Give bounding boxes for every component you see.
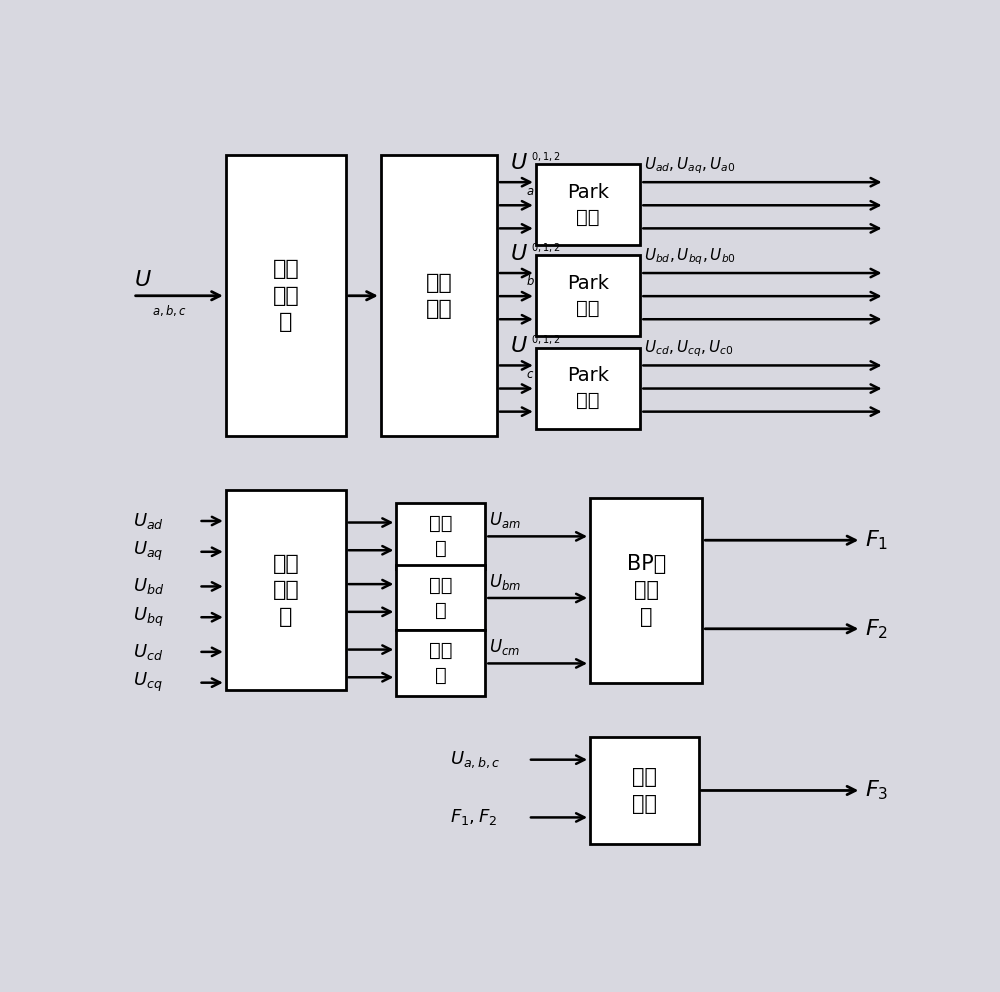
Text: Park
变换: Park 变换 [567, 183, 609, 227]
Bar [396, 503, 485, 568]
Text: BP神
经网
络: BP神 经网 络 [627, 554, 666, 627]
Text: $U_{a,b,c}$: $U_{a,b,c}$ [450, 749, 501, 770]
Text: $U_{cm}$: $U_{cm}$ [489, 637, 520, 658]
Bar [226, 155, 346, 436]
Text: $U_{cq}$: $U_{cq}$ [133, 671, 162, 694]
Text: 逻辑
判断: 逻辑 判断 [632, 767, 657, 813]
Bar [590, 498, 702, 682]
Text: 均方
根: 均方 根 [429, 641, 453, 685]
Text: $U_{bq}$: $U_{bq}$ [133, 606, 163, 629]
Text: $U_{bd},U_{bq},U_{b0}$: $U_{bd},U_{bq},U_{b0}$ [644, 246, 736, 267]
Text: 均方
根: 均方 根 [429, 575, 453, 620]
Text: $U_{cd}$: $U_{cd}$ [133, 642, 163, 662]
Text: $^{0,1,2}$: $^{0,1,2}$ [531, 242, 561, 256]
Bar [536, 348, 640, 429]
Bar [396, 564, 485, 630]
Text: $U_{bd}$: $U_{bd}$ [133, 576, 164, 596]
Text: $U_{ad},U_{aq},U_{a0}$: $U_{ad},U_{aq},U_{a0}$ [644, 156, 736, 176]
Text: $F_2$: $F_2$ [865, 617, 888, 641]
Text: $U_{cd},U_{cq},U_{c0}$: $U_{cd},U_{cq},U_{c0}$ [644, 338, 734, 359]
Text: $_{a}$: $_{a}$ [526, 180, 535, 197]
Text: $F_3$: $F_3$ [865, 779, 888, 803]
Text: 低通
滤波
器: 低通 滤波 器 [272, 259, 299, 332]
Text: $^{0,1,2}$: $^{0,1,2}$ [531, 334, 561, 348]
Text: $^{0,1,2}$: $^{0,1,2}$ [531, 151, 561, 166]
Bar [381, 155, 497, 436]
Bar [590, 737, 698, 844]
Text: $_{b}$: $_{b}$ [526, 270, 535, 288]
Text: $_{a,b,c}$: $_{a,b,c}$ [152, 300, 187, 317]
Text: $U$: $U$ [510, 153, 528, 173]
Bar [396, 630, 485, 695]
Text: 移相
模块: 移相 模块 [426, 273, 452, 319]
Text: 均方
根: 均方 根 [429, 514, 453, 558]
Text: $F_1$: $F_1$ [865, 529, 888, 552]
Text: $_{c}$: $_{c}$ [526, 362, 535, 380]
Text: $U$: $U$ [510, 336, 528, 356]
Text: $U$: $U$ [134, 270, 152, 290]
Text: 带阻
滤波
器: 带阻 滤波 器 [272, 554, 299, 627]
Text: $U_{bm}$: $U_{bm}$ [489, 571, 521, 592]
Text: $F_1,F_2$: $F_1,F_2$ [450, 807, 498, 827]
Text: $U_{ad}$: $U_{ad}$ [133, 511, 164, 531]
Text: $U_{aq}$: $U_{aq}$ [133, 541, 163, 563]
Text: Park
变换: Park 变换 [567, 366, 609, 410]
Bar [536, 255, 640, 336]
Text: $U_{am}$: $U_{am}$ [489, 510, 521, 530]
Text: $U$: $U$ [510, 244, 528, 264]
Bar [536, 165, 640, 245]
Bar [226, 490, 346, 690]
Text: Park
变换: Park 变换 [567, 274, 609, 317]
